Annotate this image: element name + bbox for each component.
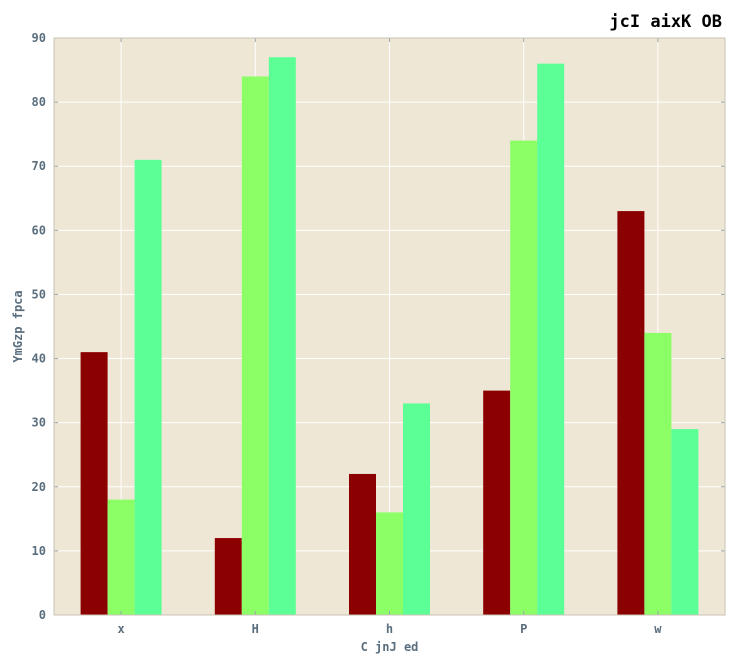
x-axis-label: C jnJ ed (361, 640, 419, 654)
y-tick-label: 90 (32, 31, 46, 45)
y-tick-label: 30 (32, 416, 46, 430)
y-tick-label: 50 (32, 287, 46, 301)
y-tick-label: 0 (39, 608, 46, 622)
y-tick-label: 80 (32, 95, 46, 109)
bars (80, 57, 699, 616)
bar (617, 211, 645, 615)
bar (214, 538, 242, 615)
bar (134, 159, 162, 616)
bar (403, 403, 430, 615)
y-tick-label: 20 (32, 480, 46, 494)
x-tick-label: h (386, 622, 393, 636)
y-tick-label: 10 (32, 544, 46, 558)
bar (671, 429, 699, 615)
chart-title: jcI aixK OB (609, 12, 722, 32)
bar (268, 57, 296, 615)
x-tick-label: w (654, 622, 662, 636)
bar (107, 499, 135, 615)
bar (537, 63, 565, 615)
y-axis-label: YmGzp fpca (11, 290, 25, 362)
y-tick-label: 40 (32, 352, 46, 366)
axis-ticks (53, 37, 726, 616)
y-tick-label: 60 (32, 223, 46, 237)
y-tick-label: 70 (32, 159, 46, 173)
x-tick-label: H (252, 622, 259, 636)
bar (80, 352, 108, 615)
bar (349, 473, 376, 615)
x-tick-label: x (117, 622, 124, 636)
plot-frame (53, 37, 726, 616)
x-tick-label: P (520, 622, 527, 636)
bar (644, 332, 672, 615)
bar (510, 140, 538, 616)
bar (483, 390, 511, 615)
bar (376, 512, 403, 615)
bar (241, 76, 269, 615)
